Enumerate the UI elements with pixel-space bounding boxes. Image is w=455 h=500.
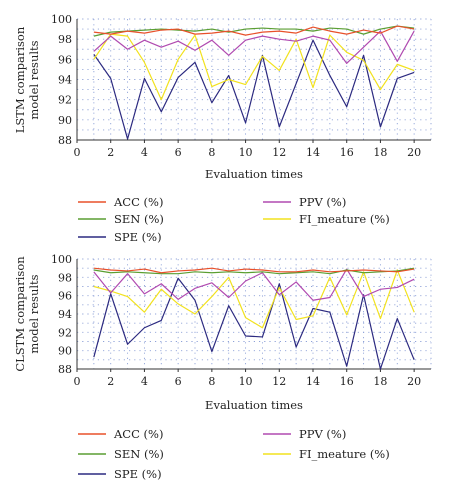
y-tick-label: 90	[58, 114, 72, 127]
x-tick-label: 18	[373, 375, 387, 388]
y-tick-label: 96	[58, 290, 72, 303]
y-tick-label: 98	[58, 271, 72, 284]
series-line-ppv	[93, 268, 415, 301]
x-tick-label: 18	[373, 146, 387, 159]
legend-label: FI_meature (%)	[299, 447, 390, 461]
x-tick-label: 6	[175, 375, 182, 388]
series-line-sen	[93, 267, 415, 275]
x-tick-label: 0	[74, 375, 81, 388]
legend-label: ACC (%)	[113, 427, 163, 441]
legend-label: PPV (%)	[299, 427, 346, 441]
x-tick-label: 4	[141, 375, 148, 388]
legend-label: FI_meature (%)	[299, 212, 390, 226]
y-tick-label: 92	[58, 94, 72, 107]
legend-label: PPV (%)	[299, 195, 346, 209]
legend-item: ACC (%)	[78, 195, 163, 209]
series-line-ppv	[93, 30, 415, 64]
legend-item: SEN (%)	[78, 447, 164, 461]
x-tick-label: 10	[239, 375, 253, 388]
legend: ACC (%) SEN (%) PPV (%) FI_meature (%) SPE (…	[78, 195, 390, 244]
y-axis-title: CLSTM comparisonmodel results	[13, 256, 41, 372]
x-tick-label: 12	[272, 146, 286, 159]
legend-item: PPV (%)	[263, 195, 346, 209]
x-tick-label: 14	[306, 146, 320, 159]
legend-item: SPE (%)	[78, 467, 162, 481]
series-line-fi-meature	[93, 33, 415, 101]
chart-1: 0 2 4 6 8 10 12 14 16 18 20 88 90 92 94 96 98 100 Evaluati…	[13, 13, 432, 244]
legend-item: ACC (%)	[78, 427, 163, 441]
x-tick-label: 14	[306, 375, 320, 388]
series-line-sen	[93, 25, 415, 37]
y-tick-label: 88	[58, 134, 72, 147]
legend: ACC (%) SEN (%) PPV (%) FI_meature (%) SPE (…	[78, 427, 390, 481]
legend-label: ACC (%)	[113, 195, 163, 209]
y-tick-label: 100	[51, 253, 72, 266]
x-tick-label: 4	[141, 146, 148, 159]
legend-label: SEN (%)	[114, 447, 164, 461]
series-line-spe	[93, 39, 415, 140]
y-tick-label: 96	[58, 53, 72, 66]
x-tick-label: 2	[107, 375, 114, 388]
x-axis-title: Evaluation times	[205, 167, 303, 181]
x-tick-label: 20	[407, 146, 421, 159]
legend-item: FI_meature (%)	[263, 212, 390, 226]
legend-label: SPE (%)	[114, 230, 162, 244]
x-tick-label: 8	[208, 146, 215, 159]
y-tick-label: 94	[58, 74, 72, 87]
legend-item: FI_meature (%)	[263, 447, 390, 461]
y-tick-label: 90	[58, 345, 72, 358]
x-tick-label: 10	[239, 146, 253, 159]
legend-item: PPV (%)	[263, 427, 346, 441]
y-tick-label: 88	[58, 363, 72, 376]
grid	[77, 18, 432, 141]
series-line-acc	[93, 25, 415, 36]
series-line-fi-meature	[93, 269, 415, 329]
x-axis-title: Evaluation times	[205, 398, 303, 412]
x-tick-label: 16	[340, 375, 354, 388]
x-tick-label: 2	[107, 146, 114, 159]
legend-item: SEN (%)	[78, 212, 164, 226]
y-axis-title: LSTM comparisonmodel results	[13, 26, 41, 133]
y-tick-label: 98	[58, 33, 72, 46]
x-tick-label: 0	[74, 146, 81, 159]
legend-label: SPE (%)	[114, 467, 162, 481]
series-line-spe	[93, 277, 415, 370]
y-tick-label: 92	[58, 326, 72, 339]
x-tick-label: 6	[175, 146, 182, 159]
x-tick-label: 8	[208, 375, 215, 388]
x-tick-label: 20	[407, 375, 421, 388]
grid	[77, 258, 432, 370]
series-line-acc	[93, 267, 415, 274]
y-tick-label: 94	[58, 308, 72, 321]
x-tick-label: 16	[340, 146, 354, 159]
legend-label: SEN (%)	[114, 212, 164, 226]
chart-2: 0 2 4 6 8 10 12 14 16 18 20 88 90 92 94 96 98 100 Evaluati…	[13, 253, 432, 481]
legend-item: SPE (%)	[78, 230, 162, 244]
y-tick-label: 100	[51, 13, 72, 26]
x-tick-label: 12	[272, 375, 286, 388]
